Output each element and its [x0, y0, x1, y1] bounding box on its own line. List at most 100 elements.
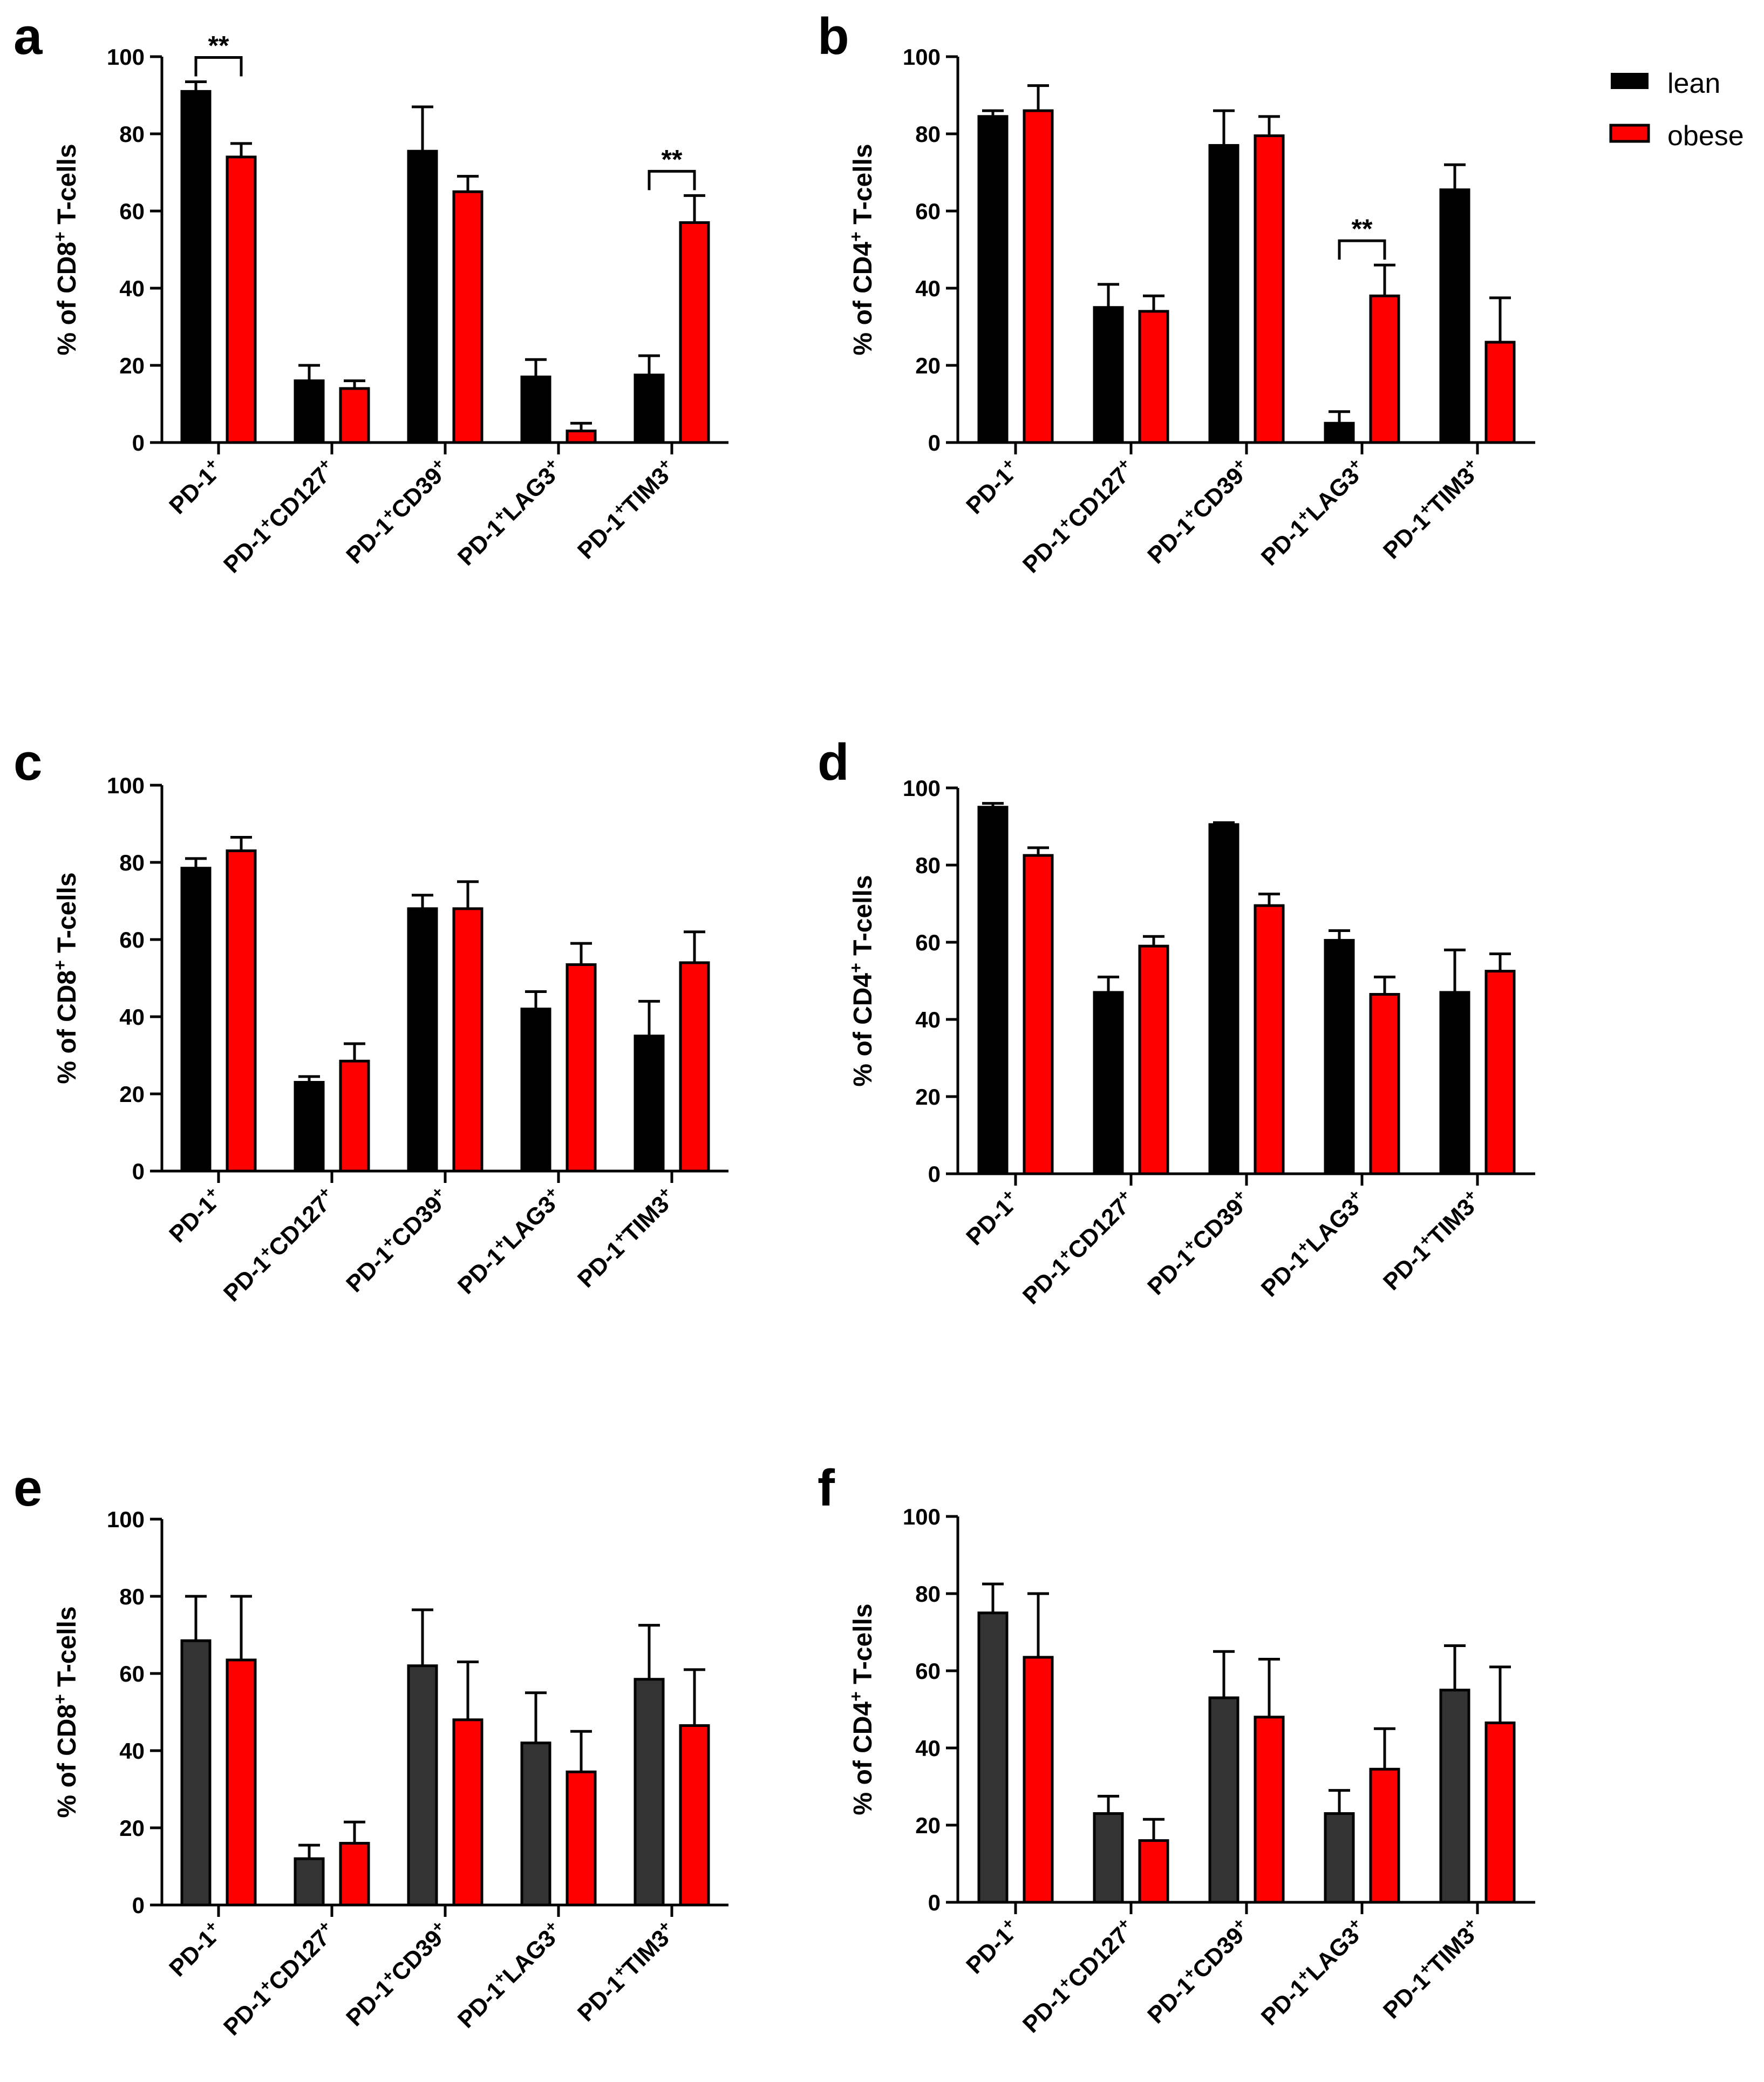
- bar-obese: [1369, 993, 1400, 1175]
- panel-letter: f: [818, 1459, 835, 1517]
- y-tick-label: 20: [915, 353, 941, 378]
- category-label: PD-1+TIM3+: [571, 1183, 681, 1293]
- category-label: PD-1+LAG3+: [1255, 1186, 1371, 1302]
- chart-panel-b: b% of CD4+ T-cells020406080100PD-1+PD-1+…: [818, 8, 1535, 579]
- bar-obese: [339, 1842, 370, 1907]
- y-tick-label: 20: [915, 1084, 941, 1110]
- category-label: PD-1+CD39+: [340, 454, 454, 569]
- panel-letter: d: [818, 733, 849, 791]
- bar-obese: [1484, 1722, 1516, 1904]
- y-tick-label: 60: [915, 199, 941, 224]
- category-label: PD-1+: [960, 1186, 1025, 1250]
- significance-label: **: [662, 144, 683, 174]
- bar-lean: [520, 1741, 551, 1907]
- y-axis-label: % of CD8+ T-cells: [50, 872, 81, 1084]
- y-tick-label: 0: [928, 430, 941, 455]
- category-label: PD-1+TIM3+: [571, 454, 681, 564]
- y-tick-label: 40: [119, 1004, 145, 1030]
- chart-panel-c: c% of CD8+ T-cells020406080100PD-1+PD-1+…: [13, 733, 728, 1307]
- significance-bracket: **: [648, 144, 696, 190]
- bar-obese: [1254, 904, 1285, 1175]
- y-tick-label: 100: [903, 1504, 941, 1529]
- bar-obese: [1254, 1716, 1285, 1904]
- y-tick-label: 80: [119, 121, 145, 147]
- category-label: PD-1+CD39+: [340, 1917, 454, 2031]
- y-axis-label: % of CD8+ T-cells: [50, 144, 81, 355]
- y-tick-label: 0: [928, 1890, 941, 1915]
- bar-lean: [180, 90, 212, 444]
- y-tick-label: 60: [915, 1658, 941, 1684]
- category-label: PD-1+LAG3+: [1255, 1914, 1371, 2031]
- bar-obese: [1138, 944, 1169, 1175]
- panel-letter: b: [818, 8, 849, 65]
- bar-obese: [339, 387, 370, 444]
- bar-lean: [407, 1664, 438, 1907]
- bar-obese: [226, 155, 257, 444]
- bar-lean: [1324, 1812, 1355, 1904]
- category-label: PD-1+LAG3+: [451, 1183, 568, 1299]
- bar-obese: [679, 221, 710, 444]
- category-label: PD-1+CD127+: [1016, 1914, 1140, 2038]
- bar-lean: [1093, 1812, 1124, 1904]
- panel-letter: c: [13, 733, 42, 791]
- y-tick-label: 0: [132, 430, 145, 455]
- bar-lean: [977, 806, 1009, 1175]
- y-tick-label: 80: [119, 850, 145, 875]
- category-label: PD-1+LAG3+: [1255, 454, 1371, 571]
- y-tick-label: 100: [903, 44, 941, 70]
- y-tick-label: 40: [119, 276, 145, 301]
- bar-lean: [1439, 188, 1470, 444]
- y-tick-label: 0: [132, 1159, 145, 1184]
- y-axis-label: % of CD4+ T-cells: [846, 144, 877, 355]
- bar-lean: [520, 1008, 551, 1173]
- category-label: PD-1+: [960, 1914, 1025, 1979]
- bar-lean: [294, 1081, 325, 1173]
- bar-obese: [679, 1724, 710, 1907]
- bar-obese: [1138, 1839, 1169, 1904]
- bar-obese: [1023, 1656, 1054, 1904]
- bar-lean: [1324, 938, 1355, 1175]
- legend-swatch-lean: [1611, 73, 1649, 89]
- y-tick-label: 100: [903, 775, 941, 801]
- significance-label: **: [1352, 214, 1373, 244]
- bar-lean: [977, 115, 1009, 444]
- y-tick-label: 40: [915, 276, 941, 301]
- bar-lean: [407, 907, 438, 1173]
- bar-lean: [407, 149, 438, 444]
- bar-lean: [1324, 421, 1355, 444]
- chart-panel-a: a% of CD8+ T-cells020406080100PD-1+PD-1+…: [13, 8, 728, 579]
- bar-lean: [634, 1035, 665, 1173]
- category-label: PD-1+TIM3+: [571, 1917, 681, 2027]
- y-tick-label: 0: [132, 1893, 145, 1918]
- bar-obese: [1369, 1767, 1400, 1904]
- category-label: PD-1+CD39+: [340, 1183, 454, 1297]
- bar-lean: [180, 867, 212, 1173]
- category-label: PD-1+CD39+: [1141, 1914, 1256, 2029]
- y-tick-label: 60: [119, 199, 145, 224]
- y-tick-label: 20: [119, 1815, 145, 1841]
- legend-label-obese: obese: [1667, 120, 1744, 152]
- chart-panel-f: f% of CD4+ T-cells020406080100PD-1+PD-1+…: [818, 1459, 1535, 2038]
- y-tick-label: 60: [119, 927, 145, 952]
- category-label: PD-1+: [163, 454, 228, 519]
- bar-obese: [1023, 109, 1054, 444]
- y-axis-label: % of CD8+ T-cells: [50, 1606, 81, 1818]
- category-label: PD-1+CD39+: [1141, 454, 1256, 569]
- y-tick-label: 40: [915, 1736, 941, 1761]
- panel-letter: e: [13, 1459, 42, 1517]
- y-tick-label: 20: [119, 1081, 145, 1107]
- category-label: PD-1+TIM3+: [1377, 1914, 1487, 2024]
- bar-lean: [520, 375, 551, 444]
- category-label: PD-1+LAG3+: [451, 1917, 568, 2033]
- category-label: PD-1+LAG3+: [451, 454, 568, 571]
- y-tick-label: 80: [915, 1581, 941, 1607]
- bar-obese: [339, 1059, 370, 1173]
- bar-obese: [1138, 310, 1169, 444]
- y-tick-label: 20: [119, 353, 145, 378]
- category-label: PD-1+TIM3+: [1377, 1186, 1487, 1296]
- category-label: PD-1+CD39+: [1141, 1186, 1256, 1300]
- legend: lean obese: [1609, 68, 1744, 152]
- y-tick-label: 100: [107, 44, 145, 70]
- y-tick-label: 100: [107, 1507, 145, 1532]
